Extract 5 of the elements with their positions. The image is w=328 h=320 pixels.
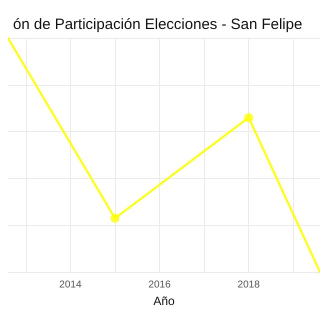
x-axis-title: Año — [153, 294, 175, 308]
x-tick-label: 2016 — [148, 280, 172, 291]
chart-title: ón de Participación Elecciones - San Felipe — [13, 16, 302, 33]
x-tick-label: 2014 — [59, 280, 82, 291]
x-tick-label: 2018 — [238, 280, 260, 291]
